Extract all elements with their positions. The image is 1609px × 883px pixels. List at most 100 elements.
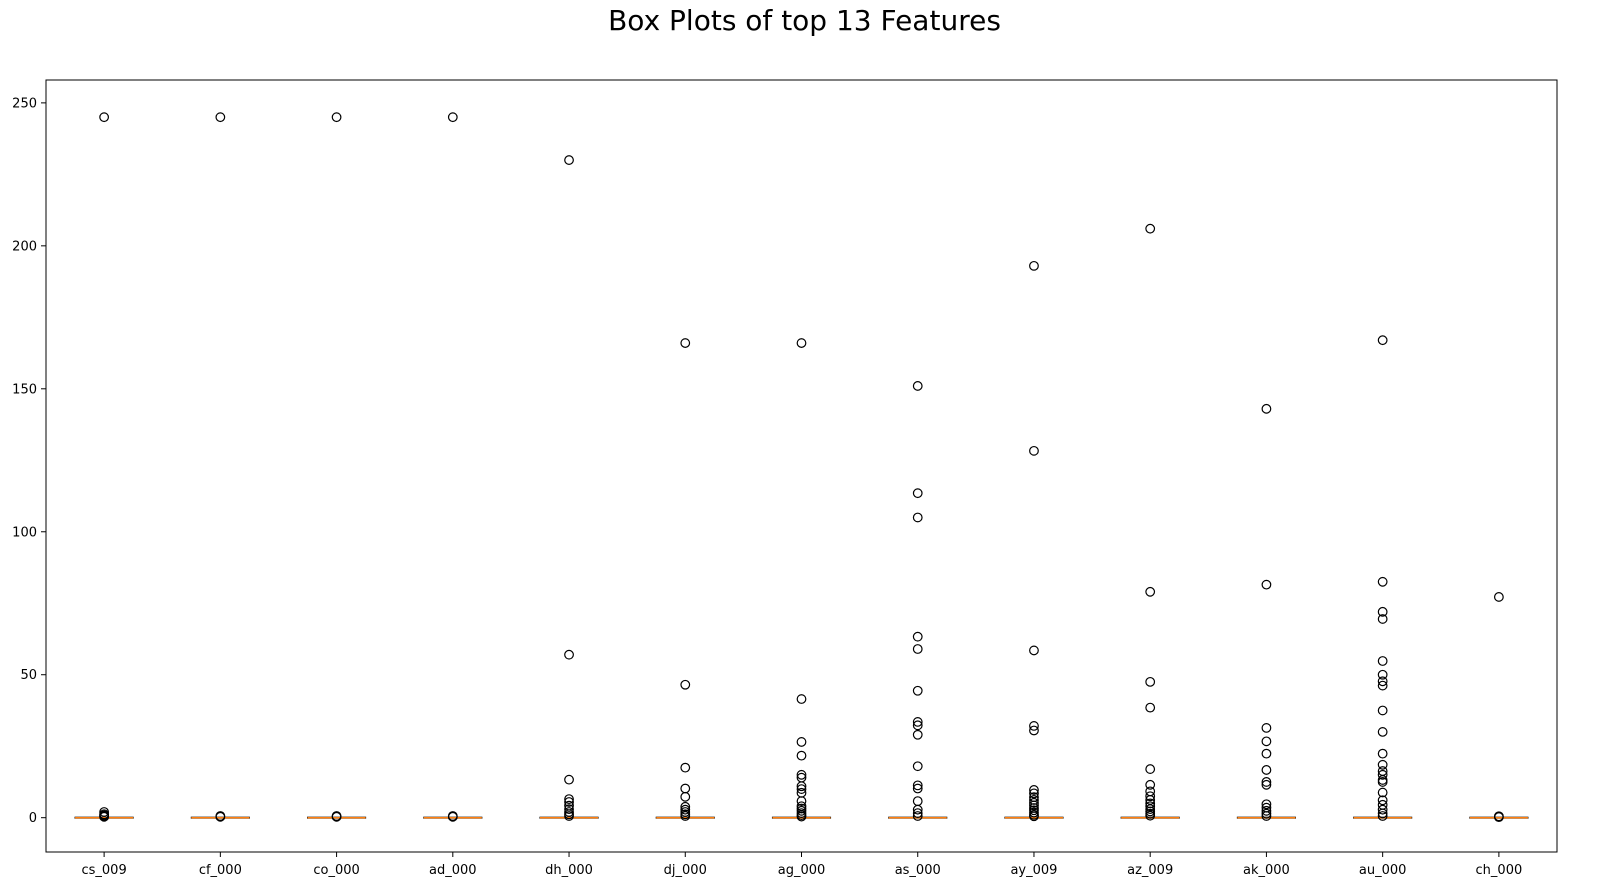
- chart-title: Box Plots of top 13 Features: [608, 4, 1001, 37]
- outlier-point: [912, 804, 923, 815]
- outlier-point: [680, 762, 691, 773]
- outlier-point: [912, 811, 923, 821]
- outlier-point: [1261, 723, 1272, 733]
- outlier-point: [796, 750, 807, 761]
- outlier-point: [912, 761, 923, 772]
- x-tick-label: as_000: [895, 863, 941, 878]
- outlier-point: [1377, 804, 1388, 815]
- outlier-point: [912, 780, 923, 791]
- outlier-point: [564, 649, 574, 660]
- y-tick-label: 50: [20, 668, 37, 683]
- x-tick-label: dh_000: [545, 863, 593, 878]
- outlier-point: [680, 679, 691, 690]
- box-group-au_000: [1353, 335, 1413, 821]
- outlier-point: [1145, 676, 1156, 687]
- outlier-point: [912, 685, 923, 696]
- outlier-point: [1261, 403, 1272, 414]
- outlier-point: [1261, 811, 1272, 821]
- outlier-point: [912, 381, 923, 391]
- outlier-point: [796, 694, 807, 704]
- x-tick-label: au_000: [1359, 863, 1407, 878]
- outlier-point: [1145, 764, 1156, 774]
- outlier-point: [680, 791, 691, 802]
- outlier-point: [1493, 592, 1504, 602]
- x-tick-label: cs_009: [81, 863, 126, 878]
- outlier-point: [796, 737, 807, 747]
- outlier-point: [1377, 795, 1388, 806]
- y-tick-label: 100: [12, 525, 37, 540]
- outlier-point: [564, 811, 574, 821]
- box-group-ak_000: [1236, 403, 1296, 821]
- outlier-point: [1029, 645, 1039, 656]
- outlier-point: [796, 769, 807, 780]
- x-tick-label: ad_000: [429, 863, 477, 878]
- outlier-point: [1377, 606, 1388, 617]
- outlier-point: [564, 797, 574, 807]
- outlier-point: [99, 112, 110, 123]
- outlier-point: [1377, 769, 1388, 780]
- outlier-point: [912, 631, 923, 642]
- outlier-point: [564, 155, 574, 165]
- outlier-point: [1261, 736, 1272, 747]
- outlier-point: [912, 729, 923, 740]
- x-tick-label: az_009: [1127, 863, 1173, 878]
- outlier-point: [1145, 779, 1156, 790]
- outlier-point: [912, 488, 923, 499]
- box-group-ay_009: [1004, 260, 1064, 822]
- plot-marks: [74, 112, 1529, 823]
- outlier-point: [99, 811, 110, 822]
- axes-frame: [45, 79, 1558, 853]
- outlier-point: [912, 644, 923, 654]
- outlier-point: [796, 784, 807, 794]
- outlier-point: [1377, 669, 1388, 680]
- outlier-point: [1377, 727, 1388, 737]
- outlier-point: [1145, 791, 1156, 802]
- outlier-point: [912, 808, 923, 819]
- x-axis: cs_009 cf_000 co_000 ad_000 dh_000 dj_000 ag_0…: [81, 852, 1522, 878]
- outlier-point: [1145, 223, 1156, 234]
- outlier-point: [1145, 810, 1156, 821]
- outlier-point: [680, 811, 691, 821]
- outlier-point: [912, 512, 923, 523]
- box-group-dj_000: [655, 338, 715, 821]
- outlier-point: [796, 811, 807, 822]
- outlier-point: [796, 796, 807, 807]
- outlier-point: [1029, 445, 1039, 456]
- box-group-cs_009: [74, 112, 134, 822]
- outlier-point: [912, 720, 923, 731]
- outlier-point: [1377, 775, 1388, 785]
- outlier-point: [1377, 787, 1388, 798]
- outlier-point: [1377, 811, 1388, 821]
- outlier-point: [1377, 576, 1388, 587]
- outlier-point: [564, 794, 574, 805]
- outlier-point: [1261, 805, 1272, 816]
- outlier-point: [1261, 779, 1272, 790]
- x-tick-label: cf_000: [199, 863, 242, 878]
- outlier-point: [1377, 614, 1388, 624]
- outlier-point: [680, 338, 691, 348]
- outlier-point: [1261, 579, 1272, 590]
- outlier-point: [1029, 788, 1039, 799]
- outlier-point: [1377, 748, 1388, 759]
- outlier-point: [796, 781, 807, 792]
- x-tick-label: ch_000: [1476, 863, 1523, 878]
- outlier-point: [1377, 656, 1388, 666]
- y-tick-label: 0: [29, 811, 37, 826]
- outlier-point: [912, 796, 923, 807]
- outlier-point: [1261, 799, 1272, 810]
- outlier-point: [1029, 260, 1039, 271]
- box-group-az_009: [1120, 223, 1180, 821]
- outlier-point: [1377, 705, 1388, 716]
- outlier-point: [1377, 335, 1388, 346]
- outlier-point: [1377, 759, 1388, 770]
- box-group-cf_000: [190, 112, 250, 822]
- outlier-point: [1145, 801, 1156, 812]
- x-tick-label: co_000: [313, 863, 359, 878]
- outlier-point: [1377, 680, 1388, 691]
- box-group-ch_000: [1469, 592, 1529, 823]
- y-tick-label: 250: [12, 96, 37, 111]
- y-tick-label: 150: [12, 382, 37, 397]
- outlier-point: [1261, 777, 1272, 787]
- outlier-point: [564, 804, 574, 815]
